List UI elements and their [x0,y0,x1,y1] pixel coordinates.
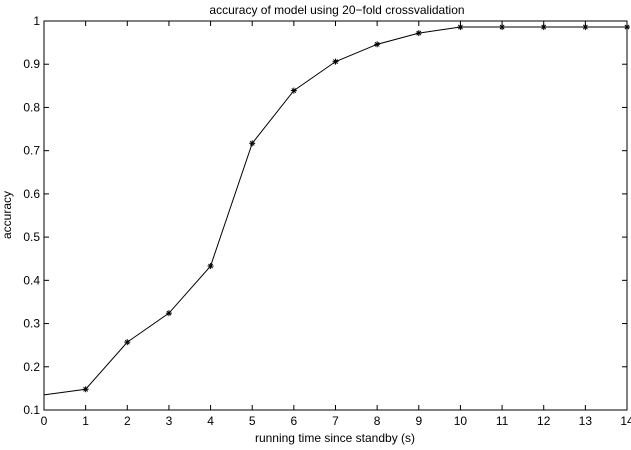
plot-area [43,20,628,411]
x-tick-label: 2 [124,414,131,428]
y-tick-label: 0.9 [23,57,40,71]
y-tick-label: 0.5 [23,230,40,244]
x-tick-label: 13 [579,414,593,428]
x-tick-label: 6 [291,414,298,428]
chart-title: accuracy of model using 20−fold crossval… [209,3,464,17]
x-tick-label: 11 [496,414,509,428]
y-tick-label: 0.1 [23,403,40,417]
data-point-marker [82,386,89,393]
x-axis-title: running time since standby (s) [255,431,415,445]
data-point-marker [332,58,339,65]
x-tick-label: 1 [82,414,89,428]
x-tick-label: 14 [620,414,631,428]
data-point-marker [374,41,381,48]
y-tick-label: 0.7 [23,144,40,158]
x-tick-label: 9 [415,414,422,428]
y-tick-label: 0.6 [23,187,40,201]
x-tick-label: 3 [166,414,173,428]
y-tick-label: 0.4 [23,273,40,287]
accuracy-markers [82,24,630,393]
data-point-marker [207,263,214,270]
data-point-marker [499,24,506,31]
x-tick-label: 8 [374,414,381,428]
x-tick-label: 7 [332,414,339,428]
y-tick-label: 0.2 [23,360,40,374]
y-axis: 0.1 0.2 0.3 0.4 0.5 0.6 0.7 0.8 0.9 1 [23,14,627,417]
data-point-marker [624,24,630,31]
x-tick-label: 12 [537,414,551,428]
data-point-marker [582,24,589,31]
data-point-marker [290,87,297,94]
y-tick-label: 1 [33,14,40,28]
data-point-marker [165,310,172,317]
data-point-marker [249,140,256,147]
x-tick-label: 0 [41,414,48,428]
y-axis-title: accuracy [0,191,14,239]
y-tick-label: 0.8 [23,100,40,114]
data-point-marker [415,30,422,37]
x-tick-label: 4 [207,414,214,428]
data-point-marker [124,339,131,346]
data-point-marker [540,24,547,31]
x-axis: 0 1 2 3 4 5 6 7 8 9 10 11 12 13 14 [41,21,631,428]
data-point-marker [457,24,464,31]
x-tick-label: 5 [249,414,256,428]
y-tick-label: 0.3 [23,317,40,331]
x-tick-label: 10 [454,414,468,428]
